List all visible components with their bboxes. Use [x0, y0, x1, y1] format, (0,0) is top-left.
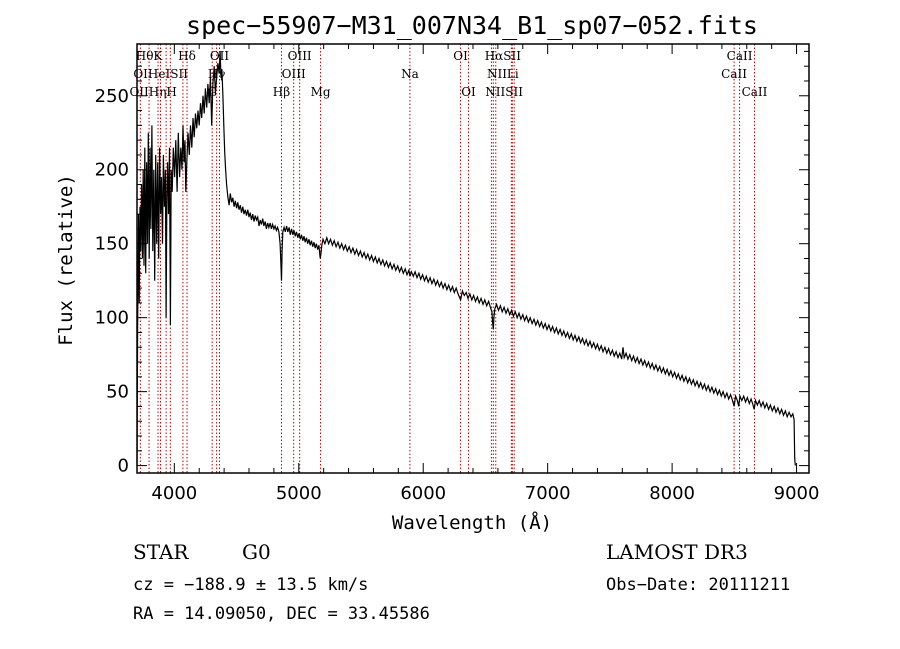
x-tick-label: 9000 — [774, 483, 820, 504]
x-axis-ticks: 4000 5000 6000 7000 8000 9000 — [151, 44, 819, 504]
y-tick-label: 50 — [106, 382, 129, 403]
line-label-16: Mg — [311, 85, 331, 99]
line-label-17: OI — [461, 85, 476, 99]
y-axis-label: Flux (relative) — [55, 174, 77, 346]
x-axis-label: Wavelength (Å) — [392, 511, 552, 534]
x-tick-label: 7000 — [525, 483, 571, 504]
object-subclass: G0 — [242, 540, 271, 564]
line-label-6: CaII — [727, 49, 753, 63]
line-label-4: OI — [453, 49, 468, 63]
redshift-cz: cz = −188.9 ± 13.5 km/s — [133, 575, 368, 595]
line-label-7: OIHeISII — [133, 67, 188, 81]
chart-title: spec−55907−M31_007N34_B1_sp07−052.fits — [186, 11, 758, 40]
line-label-9: OIII — [282, 67, 306, 81]
spectrum-series-line — [136, 51, 796, 466]
line-label-1: Hδ — [178, 49, 196, 63]
line-label-18: NIISII — [485, 85, 523, 99]
line-label-5: HαSII — [485, 49, 522, 63]
y-axis-ticks: 0 50 100 150 200 250 — [95, 50, 809, 477]
line-label-3: OIII — [288, 49, 312, 63]
x-tick-label: 4000 — [151, 483, 197, 504]
y-tick-label: 100 — [95, 308, 129, 329]
coordinates: RA = 14.09050, DEC = 33.45586 — [133, 604, 430, 624]
object-class: STAR — [133, 540, 189, 564]
line-label-12: CaII — [721, 67, 747, 81]
x-tick-label: 6000 — [400, 483, 446, 504]
x-tick-label: 8000 — [649, 483, 695, 504]
line-markers — [139, 44, 755, 473]
y-tick-label: 200 — [95, 160, 129, 181]
line-label-10: Na — [401, 67, 419, 81]
observation-date: Obs−Date: 20111211 — [606, 575, 790, 595]
y-tick-label: 0 — [118, 456, 129, 477]
survey-name: LAMOST DR3 — [606, 540, 748, 564]
plot-frame — [136, 43, 810, 474]
y-tick-label: 250 — [95, 86, 129, 107]
x-tick-label: 5000 — [276, 483, 322, 504]
line-label-19: CaII — [742, 85, 768, 99]
line-label-11: NIILi — [487, 67, 519, 81]
line-label-15: Hβ — [273, 85, 290, 99]
y-tick-label: 150 — [95, 234, 129, 255]
line-label-0: HθK — [136, 49, 164, 63]
